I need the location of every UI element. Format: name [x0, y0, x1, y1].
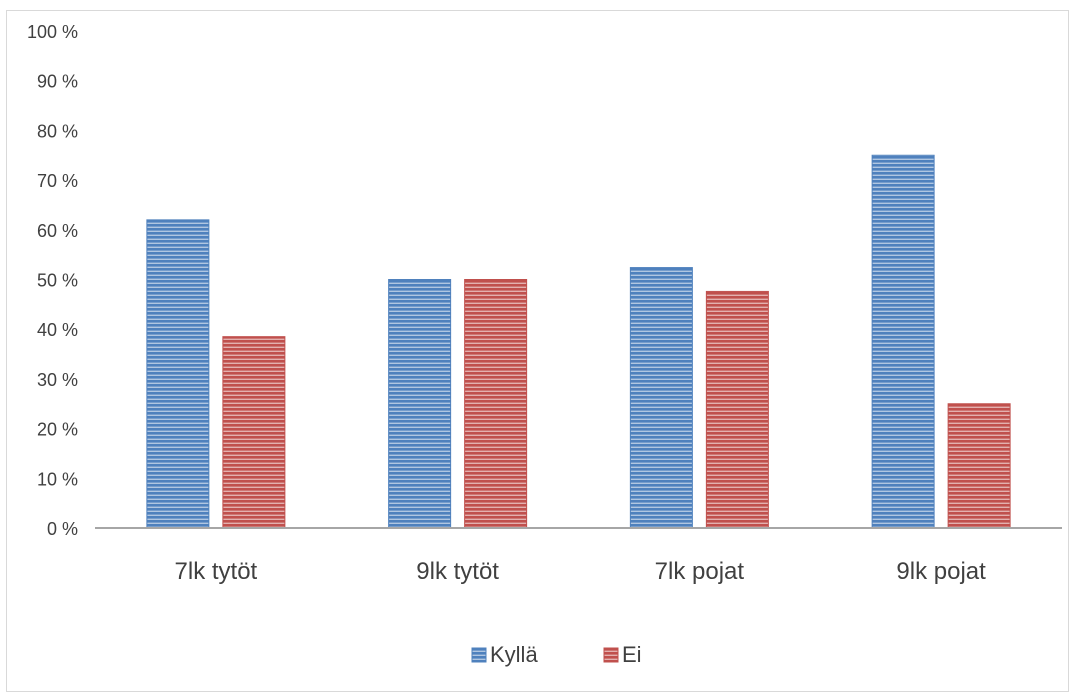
x-axis: 7lk tytöt 9lk tytöt 7lk pojat 9lk pojat: [175, 558, 987, 585]
y-tick-label: 0 %: [47, 519, 78, 539]
y-tick-label: 90 %: [37, 72, 78, 92]
bar-ei-1: [222, 336, 286, 529]
y-tick-label: 40 %: [37, 320, 78, 340]
bar-ei-4: [947, 403, 1011, 529]
y-tick-label: 30 %: [37, 370, 78, 390]
x-tick-label: 9lk pojat: [896, 558, 986, 585]
x-tick-label: 7lk pojat: [655, 558, 745, 585]
y-tick-label: 10 %: [37, 469, 78, 489]
y-tick-label: 50 %: [37, 271, 78, 291]
y-tick-label: 20 %: [37, 420, 78, 440]
y-tick-label: 60 %: [37, 221, 78, 241]
legend-label-ei: Ei: [622, 642, 642, 667]
bar-kylla-2: [388, 279, 452, 529]
legend-swatch-ei: [603, 647, 619, 663]
bar-kylla-1: [146, 219, 210, 529]
bar-ei-2: [464, 279, 528, 529]
bar-kylla-3: [629, 267, 693, 529]
y-tick-label: 100 %: [27, 22, 78, 42]
bars: [146, 154, 1011, 529]
x-tick-label: 9lk tytöt: [416, 558, 499, 585]
legend: Kyllä Ei: [471, 642, 642, 667]
legend-label-kylla: Kyllä: [490, 642, 538, 667]
bar-ei-3: [705, 290, 769, 529]
x-tick-label: 7lk tytöt: [175, 558, 258, 585]
bar-kylla-4: [871, 154, 935, 529]
y-tick-label: 70 %: [37, 171, 78, 191]
y-tick-label: 80 %: [37, 121, 78, 141]
y-axis: 0 % 10 % 20 % 30 % 40 % 50 % 60 % 70 % 80 % 90 % 1…: [27, 22, 78, 539]
legend-swatch-kylla: [471, 647, 487, 663]
